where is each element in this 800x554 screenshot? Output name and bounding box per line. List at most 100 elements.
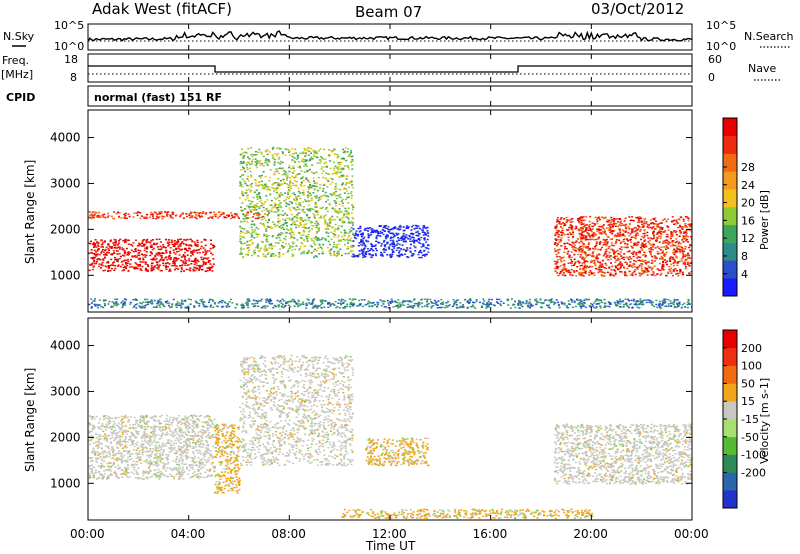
- data-point: [624, 217, 627, 219]
- data-point: [559, 258, 562, 260]
- data-point: [258, 207, 261, 209]
- data-point: [352, 240, 355, 242]
- data-point: [687, 241, 689, 243]
- data-point: [556, 238, 559, 241]
- data-point: [596, 228, 599, 230]
- data-point: [282, 300, 285, 302]
- data-point: [137, 252, 140, 254]
- data-point: [550, 298, 553, 300]
- data-point: [565, 304, 568, 307]
- data-point: [370, 256, 373, 258]
- data-point: [144, 263, 147, 265]
- data-point: [333, 254, 336, 256]
- data-point: [96, 216, 99, 218]
- data-point: [277, 242, 280, 244]
- data-point: [260, 210, 263, 212]
- power-scatter: [88, 146, 692, 309]
- data-point: [413, 298, 416, 300]
- data-point: [681, 227, 684, 230]
- data-point: [302, 193, 305, 196]
- data-point: [675, 230, 678, 232]
- data-point: [107, 252, 110, 254]
- data-point: [411, 254, 414, 257]
- data-point: [380, 305, 383, 307]
- data-point: [358, 242, 361, 244]
- data-point: [152, 217, 155, 219]
- data-point: [202, 260, 205, 263]
- data-point: [259, 183, 262, 186]
- data-point: [287, 184, 290, 186]
- data-point: [165, 266, 167, 268]
- data-point: [635, 233, 638, 236]
- data-point: [264, 161, 267, 164]
- data-point: [319, 246, 322, 249]
- data-point: [541, 302, 544, 305]
- data-point: [159, 303, 162, 305]
- data-point: [589, 270, 592, 272]
- data-point: [96, 242, 98, 244]
- data-point: [281, 246, 284, 248]
- data-point: [405, 249, 408, 251]
- data-point: [673, 264, 676, 267]
- data-point: [281, 183, 284, 185]
- data-point: [399, 237, 402, 240]
- data-point: [264, 250, 267, 252]
- data-point: [124, 259, 127, 261]
- data-point: [103, 240, 106, 242]
- data-point: [273, 162, 276, 164]
- data-point: [616, 249, 619, 252]
- data-point: [334, 201, 337, 203]
- data-point: [243, 242, 246, 245]
- data-point: [623, 220, 626, 222]
- data-point: [596, 218, 598, 221]
- data-point: [288, 203, 291, 206]
- data-point: [351, 184, 354, 186]
- data-point: [150, 264, 153, 267]
- data-point: [475, 300, 478, 303]
- data-point: [625, 302, 628, 304]
- data-point: [663, 231, 666, 233]
- data-point: [278, 172, 281, 174]
- data-point: [679, 232, 682, 235]
- data-point: [287, 191, 290, 194]
- data-point: [514, 300, 517, 303]
- data-point: [520, 303, 523, 306]
- data-point: [656, 225, 659, 227]
- data-point: [436, 304, 439, 306]
- data-point: [351, 194, 353, 197]
- data-point: [654, 256, 657, 258]
- data-point: [603, 229, 606, 231]
- data-point: [277, 214, 280, 217]
- data-point: [668, 265, 671, 268]
- data-point: [145, 239, 148, 242]
- data-point: [214, 213, 217, 216]
- data-point: [382, 249, 385, 251]
- data-point: [187, 306, 189, 308]
- data-point: [656, 233, 659, 235]
- data-point: [344, 231, 347, 233]
- data-point: [627, 298, 630, 301]
- data-point: [271, 148, 274, 150]
- data-point: [280, 227, 283, 230]
- data-point: [573, 271, 576, 273]
- data-point: [306, 169, 309, 172]
- data-point: [631, 229, 634, 231]
- data-point: [332, 161, 335, 164]
- data-point: [350, 226, 353, 229]
- data-point: [603, 217, 606, 219]
- data-point: [266, 305, 269, 308]
- data-point: [260, 247, 262, 249]
- data-point: [627, 240, 629, 242]
- data-point: [556, 231, 559, 233]
- data-point: [251, 155, 254, 158]
- data-point: [624, 224, 627, 226]
- data-point: [191, 216, 194, 218]
- data-point: [430, 307, 433, 309]
- data-point: [255, 246, 258, 249]
- data-point: [578, 232, 581, 235]
- data-point: [583, 250, 586, 253]
- data-point: [498, 298, 501, 301]
- data-point: [336, 228, 339, 231]
- data-point: [360, 250, 363, 252]
- data-point: [176, 265, 178, 267]
